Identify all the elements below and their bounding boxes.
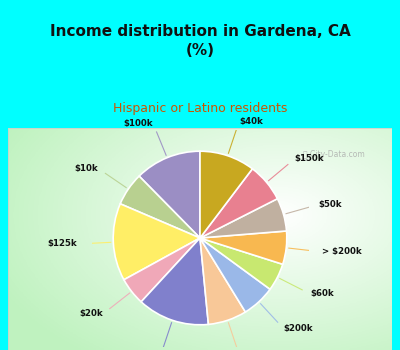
Wedge shape	[200, 238, 246, 324]
Text: $40k: $40k	[239, 117, 263, 126]
Wedge shape	[124, 238, 200, 302]
Text: $150k: $150k	[294, 154, 324, 163]
Wedge shape	[200, 238, 283, 289]
Text: $200k: $200k	[284, 324, 313, 333]
Text: Income distribution in Gardena, CA
(%): Income distribution in Gardena, CA (%)	[50, 24, 350, 58]
Wedge shape	[200, 151, 252, 238]
Text: $50k: $50k	[319, 200, 342, 209]
Wedge shape	[113, 204, 200, 280]
Text: ⓘ City-Data.com: ⓘ City-Data.com	[303, 150, 365, 159]
Wedge shape	[141, 238, 208, 325]
Wedge shape	[200, 238, 270, 312]
Text: Hispanic or Latino residents: Hispanic or Latino residents	[113, 102, 287, 115]
Text: $60k: $60k	[310, 289, 334, 298]
Text: $20k: $20k	[79, 309, 103, 318]
Wedge shape	[200, 231, 287, 264]
Wedge shape	[120, 176, 200, 238]
Text: > $200k: > $200k	[322, 247, 362, 257]
Text: $100k: $100k	[124, 119, 153, 128]
Wedge shape	[200, 199, 286, 238]
Wedge shape	[200, 169, 278, 238]
Text: $10k: $10k	[74, 164, 98, 173]
Text: $125k: $125k	[47, 239, 77, 248]
Wedge shape	[139, 151, 200, 238]
